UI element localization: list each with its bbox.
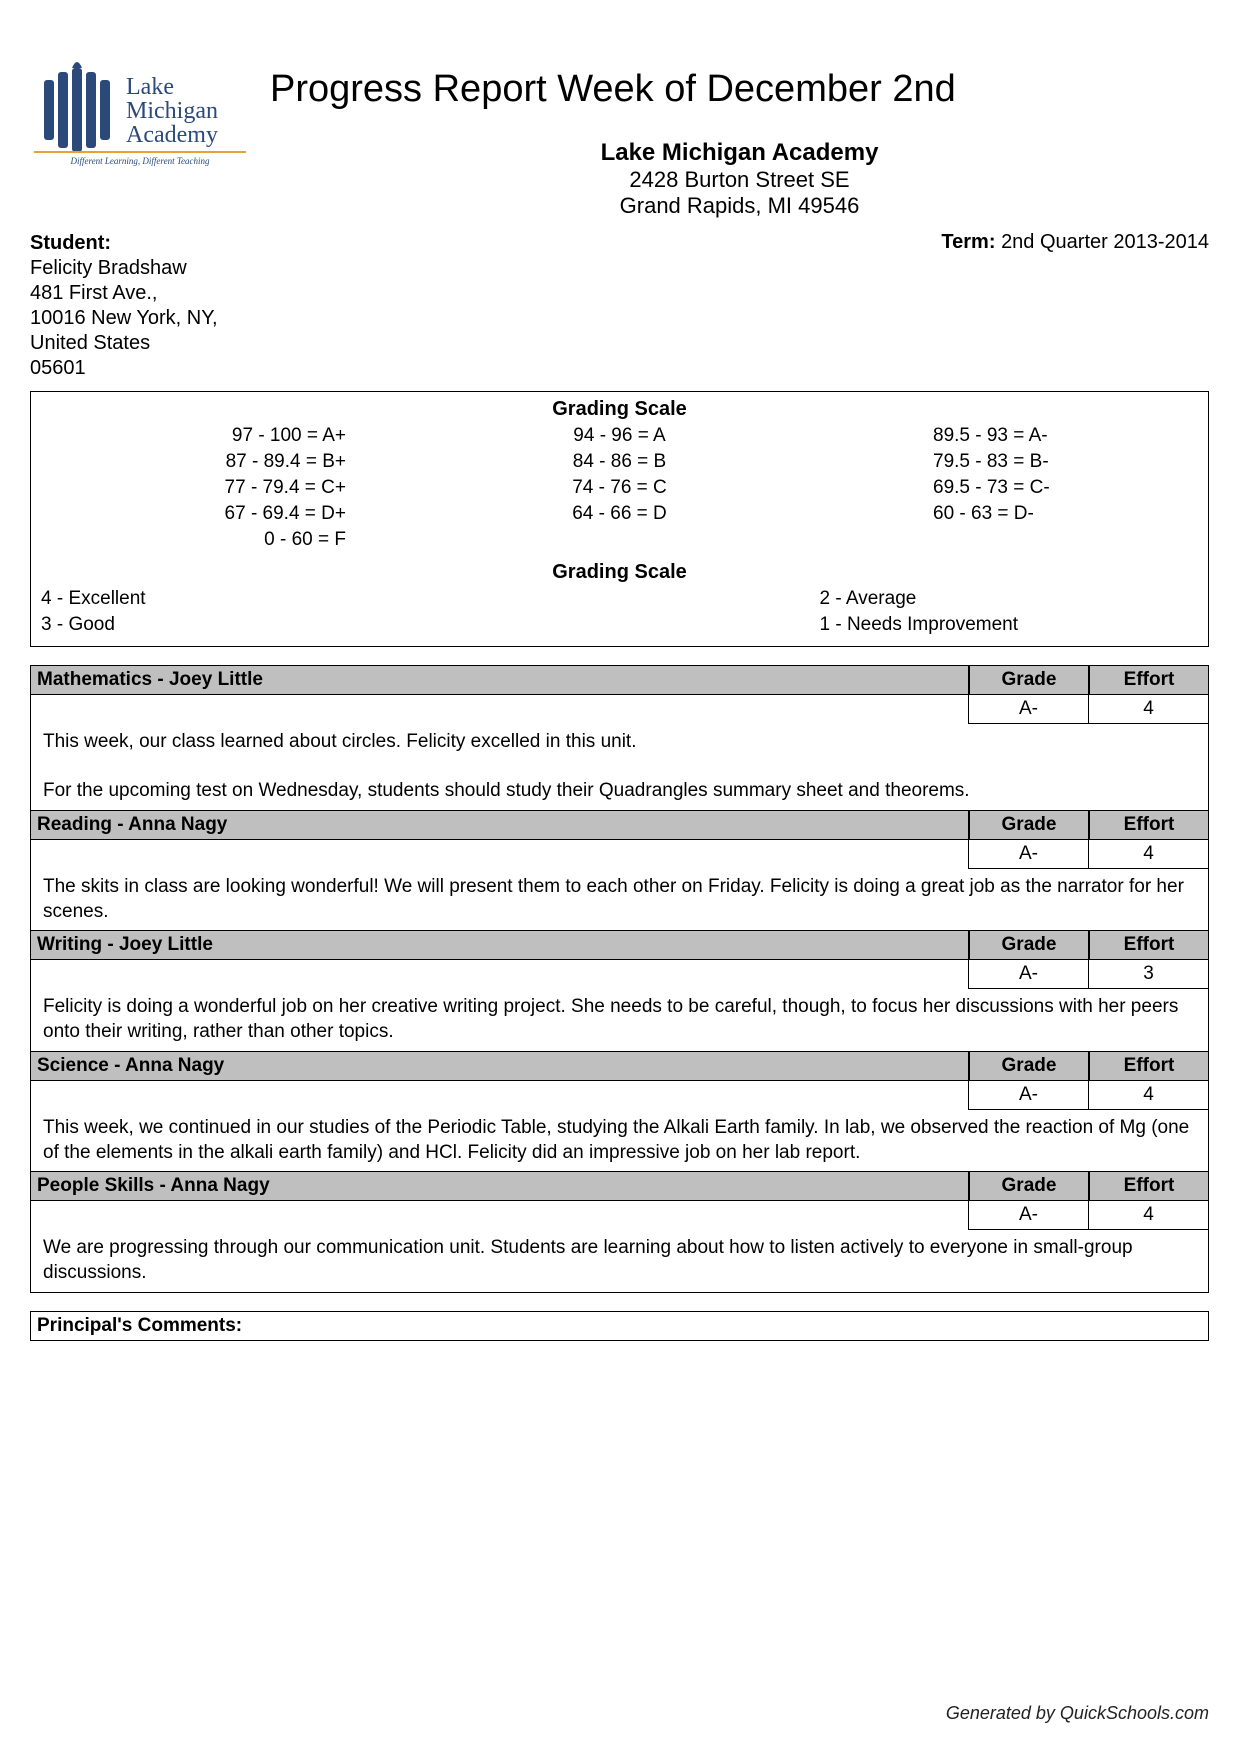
grading-scale-title: Grading Scale	[39, 398, 1200, 421]
student-name: Felicity Bradshaw	[30, 256, 218, 281]
effort-scale-cell: 4 - Excellent	[39, 588, 620, 610]
student-addr4: 05601	[30, 356, 218, 381]
subject-comment: We are progressing through our communica…	[30, 1230, 1209, 1292]
subject-header: Science - Anna NagyGradeEffort	[30, 1052, 1209, 1081]
svg-text:Different Learning, Different: Different Learning, Different Teaching	[70, 156, 210, 166]
subject-title: People Skills - Anna Nagy	[30, 1172, 969, 1201]
report-title: Progress Report Week of December 2nd	[270, 68, 1209, 111]
subject-title: Mathematics - Joey Little	[30, 666, 969, 695]
subject-effort: 4	[1089, 695, 1209, 724]
school-logo: Lake Michigan Academy Different Learning…	[30, 60, 250, 175]
subject-grade-row: A-4	[30, 1201, 1209, 1230]
subject-header: Mathematics - Joey LittleGradeEffort	[30, 666, 1209, 695]
effort-scale-cell: 3 - Good	[39, 614, 620, 636]
school-name: Lake Michigan Academy	[270, 139, 1209, 167]
effort-column-header: Effort	[1089, 931, 1209, 960]
grading-scale-cell: 60 - 63 = D-	[813, 503, 1200, 525]
grading-scale-cell: 69.5 - 73 = C-	[813, 477, 1200, 499]
subject-comment: Felicity is doing a wonderful job on her…	[30, 989, 1209, 1051]
subject-spacer	[30, 695, 969, 724]
grading-scale-cell: 89.5 - 93 = A-	[813, 425, 1200, 447]
effort-column-header: Effort	[1089, 1172, 1209, 1201]
svg-text:Lake: Lake	[126, 74, 174, 100]
grading-scale-box: Grading Scale 97 - 100 = A+94 - 96 = A89…	[30, 391, 1209, 647]
subject-grade: A-	[969, 840, 1089, 869]
subject-effort: 4	[1089, 1081, 1209, 1110]
grading-scale-cell: 64 - 66 = D	[426, 503, 813, 525]
term-value: 2nd Quarter 2013-2014	[1001, 231, 1209, 253]
grade-column-header: Grade	[969, 1052, 1089, 1081]
subject-grade-row: A-4	[30, 840, 1209, 869]
subject-header: Writing - Joey LittleGradeEffort	[30, 931, 1209, 960]
effort-scale-cell: 1 - Needs Improvement	[620, 614, 1201, 636]
grade-column-header: Grade	[969, 1172, 1089, 1201]
grade-column-header: Grade	[969, 811, 1089, 840]
student-addr2: 10016 New York, NY,	[30, 306, 218, 331]
subject-comment: The skits in class are looking wonderful…	[30, 869, 1209, 931]
subject-header: People Skills - Anna NagyGradeEffort	[30, 1172, 1209, 1201]
effort-column-header: Effort	[1089, 666, 1209, 695]
grading-scale-cell: 97 - 100 = A+	[39, 425, 426, 447]
subject-effort: 3	[1089, 960, 1209, 989]
grading-scale-cell: 77 - 79.4 = C+	[39, 477, 426, 499]
school-address-1: 2428 Burton Street SE	[270, 167, 1209, 193]
footer-credit: Generated by QuickSchools.com	[946, 1703, 1209, 1724]
svg-text:Academy: Academy	[126, 122, 218, 148]
grading-scale-cell: 79.5 - 83 = B-	[813, 451, 1200, 473]
grade-column-header: Grade	[969, 931, 1089, 960]
subject-header: Reading - Anna NagyGradeEffort	[30, 811, 1209, 840]
term-label: Term:	[941, 231, 995, 253]
effort-column-header: Effort	[1089, 1052, 1209, 1081]
subject-title: Writing - Joey Little	[30, 931, 969, 960]
effort-scale-cell: 2 - Average	[620, 588, 1201, 610]
grading-scale-cell	[426, 529, 813, 551]
student-block: Student: Felicity Bradshaw 481 First Ave…	[30, 231, 218, 381]
grading-scale-cell: 84 - 86 = B	[426, 451, 813, 473]
subject-title: Reading - Anna Nagy	[30, 811, 969, 840]
subjects-table: Mathematics - Joey LittleGradeEffortA-4T…	[30, 665, 1209, 1293]
grading-scale-cell: 94 - 96 = A	[426, 425, 813, 447]
subject-grade: A-	[969, 960, 1089, 989]
grade-column-header: Grade	[969, 666, 1089, 695]
subject-spacer	[30, 1081, 969, 1110]
school-address-2: Grand Rapids, MI 49546	[270, 193, 1209, 219]
subject-comment: This week, our class learned about circl…	[30, 724, 1209, 811]
subject-title: Science - Anna Nagy	[30, 1052, 969, 1081]
subject-spacer	[30, 840, 969, 869]
grading-scale-cell: 74 - 76 = C	[426, 477, 813, 499]
svg-text:Michigan: Michigan	[126, 98, 218, 124]
subject-grade: A-	[969, 1081, 1089, 1110]
subject-grade-row: A-3	[30, 960, 1209, 989]
subject-effort: 4	[1089, 840, 1209, 869]
student-addr1: 481 First Ave.,	[30, 281, 218, 306]
grading-scale-cell: 87 - 89.4 = B+	[39, 451, 426, 473]
student-addr3: United States	[30, 331, 218, 356]
grading-scale-cell: 0 - 60 = F	[39, 529, 426, 551]
subject-effort: 4	[1089, 1201, 1209, 1230]
subject-spacer	[30, 960, 969, 989]
subject-spacer	[30, 1201, 969, 1230]
subject-grade: A-	[969, 1201, 1089, 1230]
subject-comment: This week, we continued in our studies o…	[30, 1110, 1209, 1172]
term-block: Term: 2nd Quarter 2013-2014	[941, 231, 1209, 381]
subject-grade: A-	[969, 695, 1089, 724]
student-label: Student:	[30, 232, 111, 254]
effort-column-header: Effort	[1089, 811, 1209, 840]
effort-scale-title: Grading Scale	[39, 561, 1200, 584]
principal-comments: Principal's Comments:	[30, 1311, 1209, 1341]
grading-scale-cell	[813, 529, 1200, 551]
subject-grade-row: A-4	[30, 695, 1209, 724]
grading-scale-cell: 67 - 69.4 = D+	[39, 503, 426, 525]
subject-grade-row: A-4	[30, 1081, 1209, 1110]
